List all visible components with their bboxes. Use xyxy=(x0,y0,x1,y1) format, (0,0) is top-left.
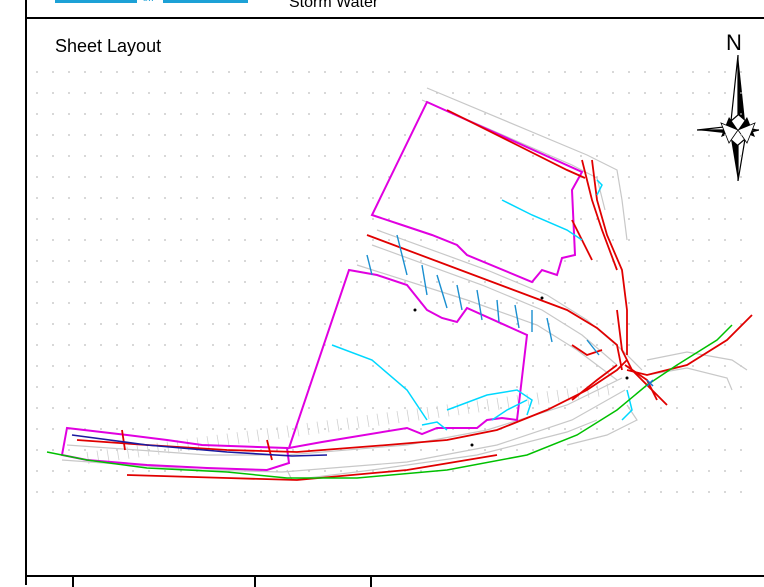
header-divider xyxy=(25,17,764,19)
misc-marks xyxy=(413,296,629,447)
north-arrow-icon xyxy=(697,55,759,181)
drawing-frame xyxy=(25,0,764,585)
main-line xyxy=(71,434,328,457)
footer-divider xyxy=(25,575,764,577)
storm-lines xyxy=(331,179,633,431)
footer-cell-divider xyxy=(254,575,256,587)
footer-cell-divider xyxy=(72,575,74,587)
north-label: N xyxy=(726,30,742,55)
storm-laterals xyxy=(366,234,600,356)
site-plan[interactable] xyxy=(27,60,764,510)
page-title: Sheet Layout xyxy=(55,36,162,56)
header-subtitle: Storm Water xyxy=(289,0,379,11)
grid-dots xyxy=(36,71,742,493)
logo-text: SW xyxy=(143,0,154,3)
water-lines xyxy=(46,324,733,479)
footer-cell-divider xyxy=(370,575,372,587)
junction-marker xyxy=(646,379,654,387)
logo: SW xyxy=(55,0,248,6)
